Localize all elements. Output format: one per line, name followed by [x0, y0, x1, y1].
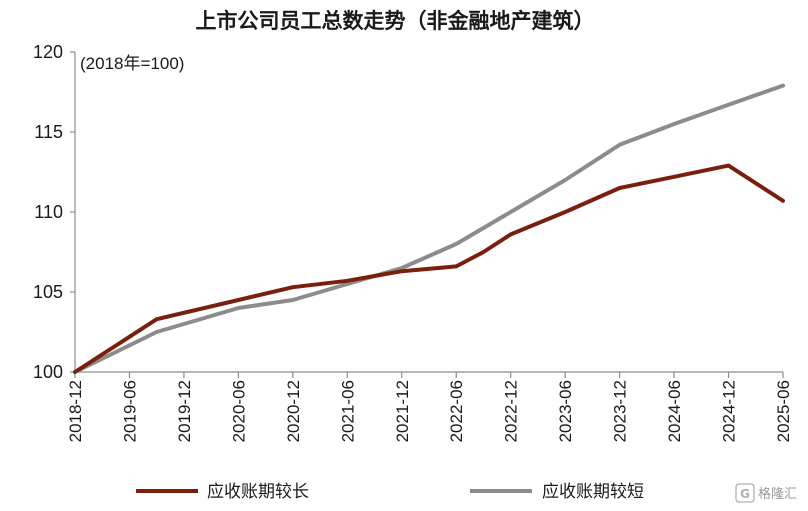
- y-axis: 100 105 110 115 120: [33, 42, 76, 382]
- watermark-logo-glyph: G: [740, 487, 750, 501]
- x-tick-label: 2024-12: [720, 380, 739, 442]
- x-tick-label: 2025-06: [774, 380, 793, 442]
- watermark: G 格隆汇: [735, 483, 797, 503]
- base-year-note: (2018年=100): [80, 54, 184, 73]
- x-tick-label: 2021-12: [393, 380, 412, 442]
- legend-label-long-receivable: 应收账期较长: [207, 482, 309, 502]
- y-tick-label: 100: [33, 362, 63, 382]
- chart-title: 上市公司员工总数走势（非金融地产建筑）: [196, 9, 595, 33]
- x-tick-label: 2019-06: [120, 380, 139, 442]
- series-layer: [73, 83, 785, 374]
- x-tick-label: 2020-06: [229, 380, 248, 442]
- legend-label-short-receivable: 应收账期较短: [542, 482, 644, 502]
- x-tick-label: 2024-06: [665, 380, 684, 442]
- y-tick-label: 105: [33, 282, 63, 302]
- x-tick-label: 2022-12: [502, 380, 521, 442]
- x-axis: 2018-12 2019-06 2019-12 2020-06 2020-12 2021-…: [66, 371, 793, 442]
- x-tick-label: 2022-06: [447, 380, 466, 442]
- watermark-text: 格隆汇: [758, 486, 797, 502]
- x-tick-label: 2021-06: [338, 380, 357, 442]
- x-tick-label: 2023-06: [556, 380, 575, 442]
- x-tick-label: 2018-12: [66, 380, 85, 442]
- y-tick-label: 110: [34, 202, 63, 222]
- y-tick-label: 115: [34, 122, 63, 142]
- y-tick-label: 120: [33, 42, 63, 62]
- series-line-long-receivable: [73, 163, 785, 374]
- x-tick-label: 2020-12: [284, 380, 303, 442]
- series-line-short-receivable: [73, 83, 785, 374]
- x-tick-label: 2023-12: [611, 380, 630, 442]
- legend: 应收账期较长 应收账期较短: [136, 482, 644, 502]
- watermark-logo-icon: [735, 483, 755, 503]
- x-tick-label: 2019-12: [175, 380, 194, 442]
